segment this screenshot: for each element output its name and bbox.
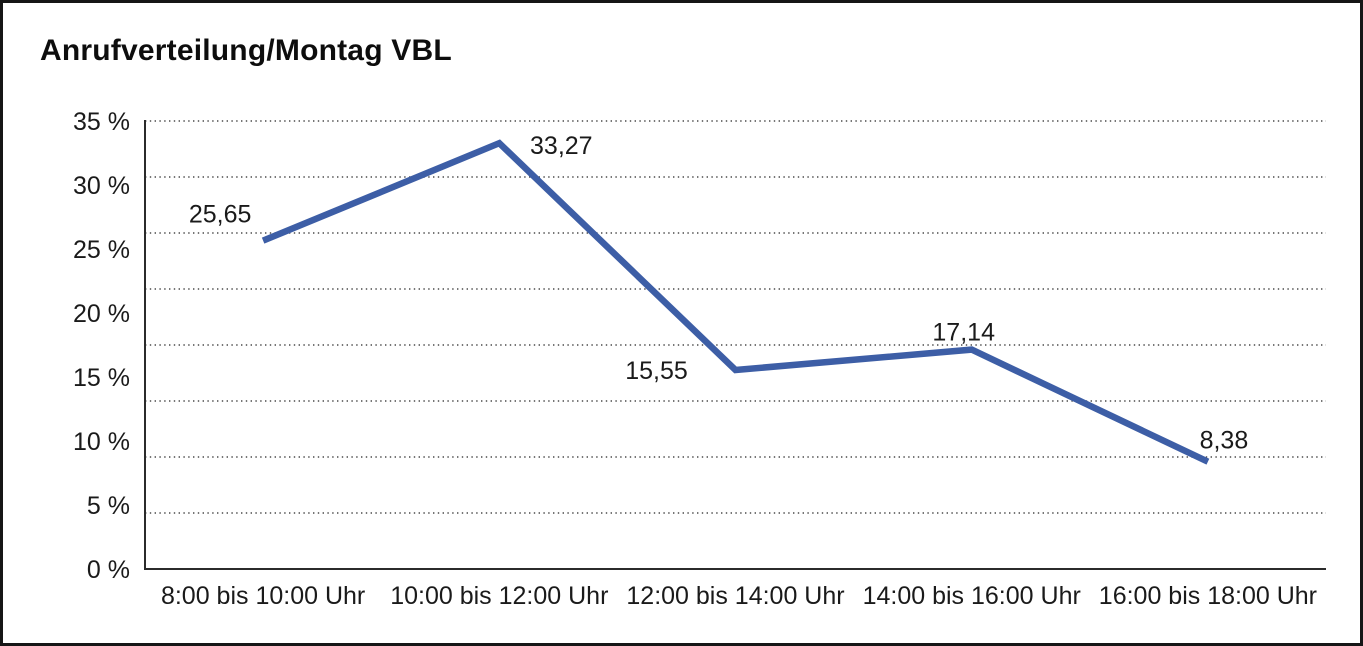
- y-tick-label: 30 %: [73, 172, 130, 200]
- y-tick-label: 15 %: [73, 364, 130, 392]
- x-tick-label: 16:00 bis 18:00 Uhr: [1099, 582, 1317, 610]
- x-tick-label: 8:00 bis 10:00 Uhr: [161, 582, 365, 610]
- x-tick-label: 12:00 bis 14:00 Uhr: [626, 582, 844, 610]
- point-value-label: 15,55: [625, 357, 688, 385]
- chart-title: Anrufverteilung/Montag VBL: [40, 34, 452, 67]
- y-tick-label: 20 %: [73, 300, 130, 328]
- x-tick-label: 14:00 bis 16:00 Uhr: [863, 582, 1081, 610]
- y-tick-label: 10 %: [73, 428, 130, 456]
- point-value-label: 33,27: [530, 132, 593, 160]
- y-tick-label: 25 %: [73, 236, 130, 264]
- point-value-label: 8,38: [1200, 427, 1249, 455]
- point-value-label: 25,65: [189, 201, 252, 229]
- y-tick-label: 35 %: [73, 108, 130, 136]
- y-tick-label: 5 %: [87, 492, 130, 520]
- x-tick-label: 10:00 bis 12:00 Uhr: [390, 582, 608, 610]
- point-value-label: 17,14: [932, 319, 995, 347]
- series-line: [261, 139, 1210, 465]
- line-chart: 35 % 30 % 25 % 20 % 15 % 10 % 5 % 0 % 8:00 bis 1…: [73, 108, 1326, 610]
- y-tick-label: 0 %: [87, 556, 130, 584]
